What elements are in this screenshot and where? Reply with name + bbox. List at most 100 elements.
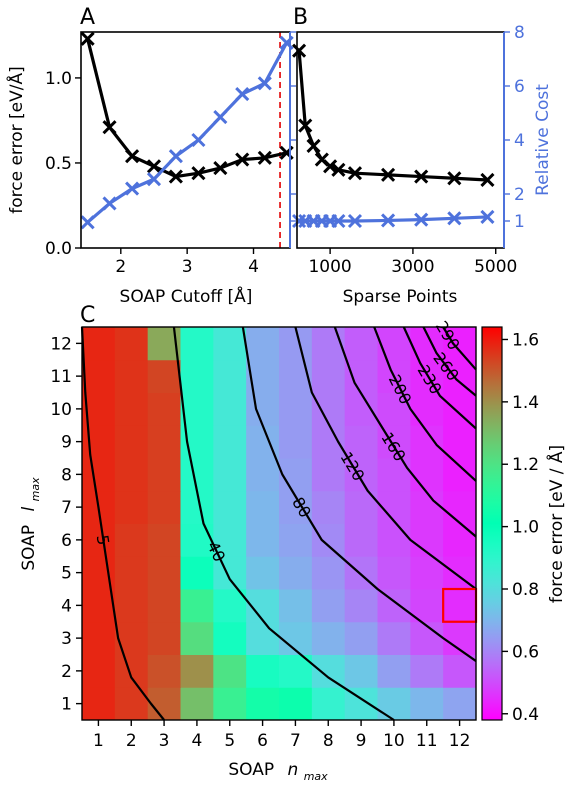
- heatmap-cell: [82, 458, 116, 492]
- heatmap-cell: [344, 621, 378, 655]
- panel-a-series-0-point: [191, 166, 206, 181]
- heatmap-cell: [180, 359, 214, 393]
- heatmap-cell: [377, 654, 411, 688]
- panel-b-xlabel: Sparse Points: [343, 287, 458, 307]
- panel-c-frame: [81, 326, 477, 721]
- heatmap-cell: [213, 327, 247, 361]
- panel-a-series-0-point: [235, 152, 250, 167]
- panel-b-right-ytick-label: 6: [514, 77, 525, 97]
- contour-label-group: 5: [93, 533, 113, 546]
- panel-a-xtick-label: 4: [248, 257, 259, 277]
- colorbar-tick-label: 0.8: [512, 580, 539, 600]
- heatmap-cell: [180, 327, 214, 361]
- panel-b-right-ytick-label: 1: [514, 212, 525, 232]
- panel-b-right-ytick-label: 8: [514, 23, 525, 43]
- heatmap-cell: [344, 589, 378, 623]
- heatmap-cell: [114, 392, 149, 426]
- panel-a-series-0-point: [80, 31, 95, 46]
- panel-c-xlabel-main: SOAP: [228, 760, 274, 780]
- panel-b-series-0-point: [381, 167, 396, 182]
- panel-c-ytick-label: 1: [61, 695, 72, 715]
- panel-b-series-1-point: [331, 213, 346, 229]
- panel-a-series-1-point: [168, 149, 183, 164]
- panel-c-ytick-label: 9: [61, 433, 72, 453]
- panel-a-ylabel: force error [eV/Å]: [5, 66, 27, 213]
- panel-b-series-1-point: [347, 213, 363, 229]
- contour-line-80: [241, 326, 477, 662]
- contour-line-40: [172, 326, 395, 721]
- heatmap-cell: [147, 392, 181, 426]
- panel-c-ytick-label: 5: [61, 564, 72, 584]
- panel-label-b: B: [293, 5, 308, 30]
- heatmap-cell: [443, 458, 477, 492]
- heatmap-cell: [82, 425, 116, 459]
- panel-a-series-1-point: [235, 87, 250, 102]
- panel-c-ytick-label: 12: [50, 334, 72, 354]
- panel-b-right-ylabel: Relative Cost: [533, 84, 553, 196]
- panel-c-ytick-label: 8: [61, 465, 72, 485]
- heatmap-cell: [213, 359, 247, 393]
- colorbar-gradient: [481, 326, 503, 721]
- panel-c-xtick-label: 10: [383, 731, 405, 751]
- heatmap-cell: [443, 654, 477, 688]
- heatmap-cell: [180, 458, 214, 492]
- heatmap-cell: [246, 556, 280, 590]
- heatmap-cell: [147, 654, 181, 688]
- panel-c-xtick-label: 3: [159, 731, 170, 751]
- panel-a-series-0-point: [168, 169, 183, 184]
- panel-c-xtick-label: 6: [257, 731, 268, 751]
- panel-a-xtick-label: 2: [115, 257, 126, 277]
- heatmap-cell: [82, 327, 116, 361]
- heatmap-cell: [344, 359, 378, 393]
- panel-b-series-0-point: [323, 159, 338, 174]
- contour-line-260: [422, 326, 477, 397]
- heatmap-cell: [82, 589, 116, 623]
- heatmap-cell: [377, 687, 411, 721]
- panel-b-series-0-point: [298, 118, 313, 133]
- colorbar: 0.4 0.6 0.8 1.0 1.2 1.4 1.6 force error [eV / …: [481, 326, 567, 725]
- panel-b-series-0-line: [297, 50, 488, 182]
- panel-a-series-1-point: [146, 172, 162, 187]
- heatmap-cell: [246, 490, 280, 524]
- heatmap-cell: [344, 327, 378, 361]
- panel-c-xlabel-var: n: [288, 760, 299, 780]
- heatmap-cell: [311, 556, 346, 590]
- panel-b-right-ytick-label: 4: [514, 131, 525, 151]
- heatmap-cell: [147, 589, 181, 623]
- heatmap-cell: [82, 654, 116, 688]
- panel-a-series-0-point: [146, 159, 162, 174]
- heatmap-cell: [213, 425, 247, 459]
- heatmap-cell: [311, 425, 346, 459]
- panel-b-xtick-label: 3000: [391, 257, 434, 277]
- panel-a-frame: [80, 31, 291, 249]
- heatmap-cell: [344, 523, 378, 557]
- heatmap-cell: [443, 687, 477, 721]
- heatmap-cell: [311, 392, 346, 426]
- heatmap-cell: [147, 458, 181, 492]
- heatmap-cell: [311, 523, 346, 557]
- heatmap-cell: [443, 425, 477, 459]
- heatmap-cell: [443, 327, 477, 361]
- panel-a-series-1-point: [125, 181, 140, 196]
- heatmap-cell: [147, 425, 181, 459]
- contour-line-230: [402, 326, 477, 430]
- contour-line-5: [80, 326, 165, 721]
- heatmap-cell: [147, 556, 181, 590]
- heatmap-cell: [114, 556, 149, 590]
- heatmap-cell: [180, 687, 214, 721]
- heatmap-cell: [213, 687, 247, 721]
- heatmap-cell: [114, 621, 149, 655]
- heatmap-cell: [246, 327, 280, 361]
- panel-b-series-1-point: [480, 209, 495, 225]
- panel-b-series-0-point: [292, 43, 307, 58]
- heatmap-cell: [311, 589, 346, 623]
- panel-a-xtick-label: 3: [182, 257, 193, 277]
- heatmap-cell: [114, 327, 149, 361]
- heatmap-cell: [246, 392, 280, 426]
- contour-line-290: [442, 326, 477, 371]
- panel-c-ylabel-sub: max: [29, 477, 42, 501]
- panel-label-a: A: [80, 5, 95, 30]
- heatmap-cell: [213, 458, 247, 492]
- panel-b-series-0-point: [447, 171, 462, 186]
- panel-c-ytick-label: 4: [61, 596, 72, 616]
